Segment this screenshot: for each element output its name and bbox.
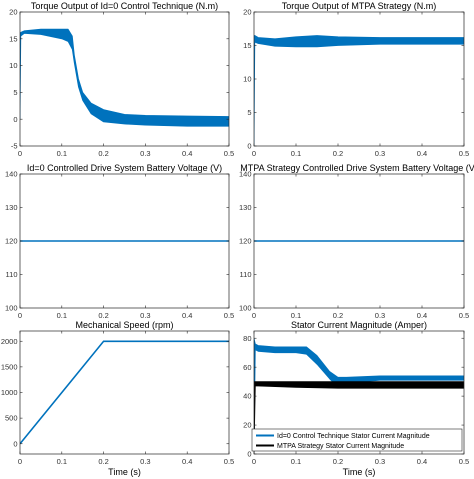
chart-3: 0 0.1 0.2 0.3 0.4 0.5 100 110 120 130 140 Id=0 Cont…	[5, 163, 234, 320]
y-tick-label: 60	[243, 363, 251, 372]
y-tick-label: 120	[5, 237, 18, 246]
x-tick-label: 0.1	[57, 311, 67, 320]
x-tick-label: 0.2	[333, 149, 343, 158]
x-tick-label: 0.4	[182, 311, 192, 320]
y-tick-label: 110	[240, 270, 252, 279]
x-tick-label: 0	[252, 149, 256, 158]
y-tick-label: 0	[13, 439, 17, 448]
series-group	[254, 337, 464, 454]
x-tick-label: 0	[18, 149, 22, 158]
x-tick-label: 0.4	[182, 149, 192, 158]
y-tick-label: 15	[9, 34, 17, 43]
x-tick-label: 0.2	[98, 311, 108, 320]
y-tick-label: 5	[247, 108, 251, 117]
y-tick-label: 15	[243, 41, 251, 50]
x-tick-label: 0.2	[333, 457, 343, 466]
legend-label: Id=0 Control Technique Stator Current Ma…	[277, 433, 430, 440]
x-tick-label: 0	[252, 457, 256, 466]
x-tick-label: 0.2	[98, 457, 108, 466]
x-tick-label: 0.3	[375, 311, 385, 320]
series-group	[254, 35, 464, 146]
legend: Id=0 Control Technique Stator Current Ma…	[251, 428, 463, 452]
y-tick-label: 80	[243, 334, 251, 343]
y-tick-label: 120	[239, 237, 252, 246]
x-tick-label: 0.5	[459, 311, 469, 320]
x-axis-label: Time (s)	[108, 467, 141, 477]
x-tick-label: 0.3	[140, 149, 150, 158]
y-tick-label: -5	[11, 142, 18, 151]
axes-box	[253, 330, 465, 455]
y-tick-label: 500	[5, 414, 18, 423]
x-tick-label: 0.5	[224, 457, 234, 466]
x-tick-label: 0.3	[375, 149, 385, 158]
y-tick-label: 2000	[1, 337, 18, 346]
series-2-band	[254, 381, 464, 454]
chart-title: Torque Output of Id=0 Control Technique …	[31, 1, 218, 11]
y-tick-label: 40	[243, 392, 251, 401]
y-tick-label: 0	[247, 142, 251, 151]
x-tick-label: 0.5	[459, 149, 469, 158]
y-tick-label: 20	[9, 8, 17, 17]
y-tick-label: 130	[239, 203, 252, 212]
y-tick-label: 0	[13, 115, 17, 124]
chart-title: Id=0 Controlled Drive System Battery Vol…	[27, 163, 222, 173]
plot-area	[254, 12, 464, 146]
x-tick-label: 0.1	[57, 149, 67, 158]
x-tick-label: 0.5	[224, 311, 234, 320]
y-tick-label: 5	[13, 88, 17, 97]
y-tick-label: 20	[243, 421, 251, 430]
y-tick-label: 140	[5, 170, 18, 179]
x-tick-label: 0.1	[291, 149, 301, 158]
y-tick-label: 1000	[1, 388, 18, 397]
chart-5: 0 0.1 0.2 0.3 0.4 0.5 0 500 1000 1500 2000 Mechanic…	[1, 320, 234, 477]
y-tick-label: 100	[239, 304, 252, 313]
y-tick-label: 0	[247, 450, 251, 459]
chart-6: 0 0.1 0.2 0.3 0.4 0.5 0 20 40 60 80 Stator Current …	[243, 320, 469, 477]
chart-2: 0 0.1 0.2 0.3 0.4 0.5 0 5 10 15 20 Torque Output of…	[243, 1, 469, 158]
x-tick-label: 0.4	[417, 311, 427, 320]
x-tick-label: 0.3	[375, 457, 385, 466]
chart-title: Stator Current Magnitude (Amper)	[291, 320, 427, 330]
x-tick-label: 0.2	[98, 149, 108, 158]
y-tick-label: 10	[9, 61, 17, 70]
x-tick-label: 0.1	[57, 457, 67, 466]
x-tick-label: 0.4	[182, 457, 192, 466]
series-1-line	[20, 340, 229, 445]
series-1-band	[20, 28, 229, 127]
axes-box	[19, 11, 230, 147]
x-axis-label: Time (s)	[343, 467, 376, 477]
x-tick-label: 0.1	[291, 311, 301, 320]
legend-label: MTPA Strategy Stator Current Magnitude	[277, 443, 404, 450]
series-1-band	[254, 35, 464, 146]
x-tick-label: 0.3	[140, 311, 150, 320]
x-tick-label: 0.3	[140, 457, 150, 466]
x-tick-label: 0	[18, 457, 22, 466]
x-tick-label: 0.4	[417, 457, 427, 466]
x-tick-label: 0	[252, 311, 256, 320]
y-tick-label: 100	[5, 304, 18, 313]
series-group	[20, 28, 229, 127]
series-1-band	[254, 337, 464, 454]
y-tick-label: 1500	[1, 362, 18, 371]
x-tick-label: 0	[18, 311, 22, 320]
y-tick-label: 10	[243, 75, 251, 84]
series-group	[20, 340, 229, 445]
x-tick-label: 0.1	[291, 457, 301, 466]
x-tick-label: 0.5	[224, 149, 234, 158]
chart-title: Mechanical Speed (rpm)	[75, 320, 173, 330]
plot-area	[20, 331, 229, 454]
legend-box	[251, 428, 463, 452]
chart-title: MTPA Strategy Controlled Drive System Ba…	[240, 163, 474, 173]
x-tick-label: 0.2	[333, 311, 343, 320]
y-tick-label: 20	[243, 8, 251, 17]
x-tick-label: 0.4	[417, 149, 427, 158]
y-tick-label: 130	[5, 203, 18, 212]
x-tick-label: 0.5	[459, 457, 469, 466]
y-tick-label: 110	[6, 270, 18, 279]
y-tick-label: 140	[239, 170, 252, 179]
chart-title: Torque Output of MTPA Strategy (N.m)	[282, 1, 436, 11]
